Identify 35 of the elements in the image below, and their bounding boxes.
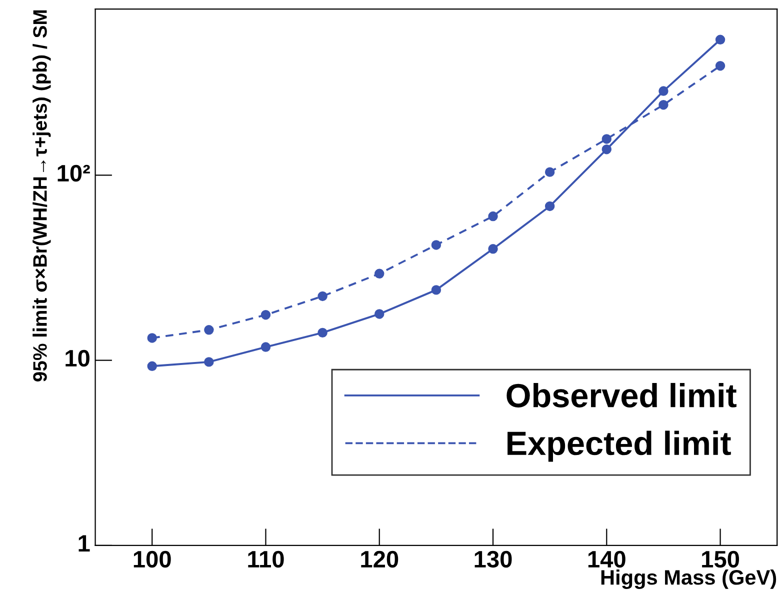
x-tick-label: 120 xyxy=(361,550,398,568)
x-tick-label: 130 xyxy=(474,550,512,568)
point xyxy=(204,325,214,335)
x-axis-title: Higgs Mass (GeV) xyxy=(601,569,776,590)
point xyxy=(374,309,384,319)
y-axis-title: 95% limit σ×Br(WH/ZH→τ+jets) (pb) / SM xyxy=(32,10,51,382)
legend-label: Expected limit xyxy=(508,430,731,462)
point xyxy=(715,34,726,45)
y-tick-label: 10² xyxy=(58,164,90,182)
point xyxy=(260,310,271,320)
x-tick-label: 100 xyxy=(134,550,171,568)
point xyxy=(715,60,726,71)
point xyxy=(658,86,668,96)
point xyxy=(431,285,442,295)
y-tick-label: 10 xyxy=(66,350,90,367)
point xyxy=(260,342,271,352)
x-tick-label: 110 xyxy=(248,550,284,568)
point xyxy=(318,291,328,302)
legend-label: Observed limit xyxy=(506,382,736,408)
point xyxy=(488,244,498,254)
point xyxy=(602,134,612,144)
point xyxy=(147,333,157,343)
point xyxy=(431,240,442,250)
point xyxy=(602,144,612,154)
point xyxy=(204,357,214,367)
point xyxy=(544,167,555,177)
point xyxy=(147,361,157,372)
x-tick-label: 140 xyxy=(588,550,626,568)
point xyxy=(658,100,668,110)
point xyxy=(544,201,555,212)
point xyxy=(374,268,384,278)
point xyxy=(318,328,328,338)
x-tick-label: 150 xyxy=(702,550,740,568)
point xyxy=(488,211,498,222)
y-tick-label: 1 xyxy=(78,535,90,552)
